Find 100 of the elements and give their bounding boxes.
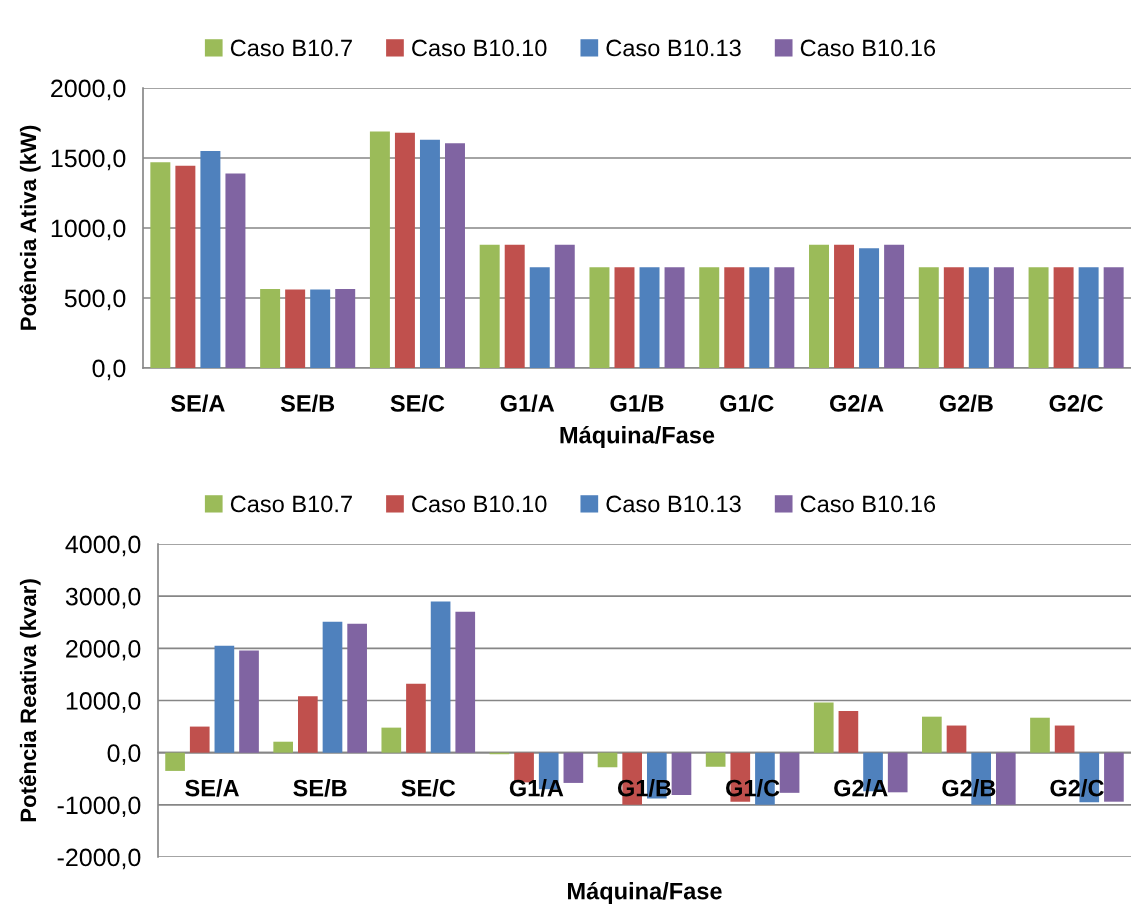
legend-label: Caso B10.7 [230,495,352,513]
bar [260,288,281,368]
y-tick-label: 0,0 [107,744,141,765]
bar [239,650,259,753]
bar [455,611,476,753]
y-tick-label: 1000,0 [51,219,126,241]
bar [774,267,795,368]
bar [406,683,426,753]
legend-label: Caso B10.10 [412,495,547,513]
y-tick-label: 4000,0 [65,535,141,557]
y-tick-label: 1500,0 [51,149,126,171]
x-tick-label: G2/C [1049,394,1104,412]
bar [779,752,800,793]
bar [445,143,465,368]
bar [322,621,343,753]
bar [175,165,196,368]
x-tick-label: SE/C [401,779,456,797]
bar [1054,725,1075,753]
legend-label: Caso B10.13 [606,495,741,513]
x-tick-label: SE/C [390,394,445,412]
bar [589,267,610,368]
bar [1078,267,1099,368]
x-axis-title: Máquina/Fase [568,881,722,905]
x-tick-label: G2/A [829,394,884,412]
bar [946,725,967,753]
x-tick-label: G1/A [509,779,564,797]
x-tick-label: SE/A [171,394,225,412]
bar [1053,267,1074,368]
bar [165,752,185,771]
y-tick-label: 2000,0 [51,79,126,101]
bar [859,248,880,368]
bar [1028,267,1049,368]
bar [430,601,451,753]
y-tick-label: 1000,0 [66,692,141,713]
bar [189,726,210,753]
bar [671,752,692,795]
bar [597,752,618,768]
bar [200,151,221,368]
bar [225,173,246,368]
bar [1103,267,1124,368]
bar [347,623,367,753]
bar [310,289,331,368]
x-tick-label: SE/B [280,394,335,412]
bar [381,727,402,753]
legend-label: Caso B10.7 [230,39,352,57]
bar [614,267,635,368]
x-tick-label: G1/A [500,394,555,412]
y-tick-label: 3000,0 [65,587,141,609]
x-tick-label: G2/B [939,394,993,412]
bar [724,267,745,368]
x-tick-label: G2/A [834,779,888,797]
bar [995,752,1016,805]
legend-label: Caso B10.10 [412,39,547,57]
bar [887,752,908,793]
bar [639,267,660,368]
bar [943,267,964,368]
x-tick-label: G1/C [726,779,780,797]
bar [705,752,726,767]
bar [699,267,720,368]
bar [1104,752,1124,802]
bar [968,267,989,368]
y-tick-label: 2000,0 [66,639,141,661]
legend-label: Caso B10.16 [800,39,936,57]
bar [479,244,500,368]
x-tick-label: G1/B [617,779,671,797]
bar [809,244,829,368]
bar [150,162,171,368]
bar [529,267,550,368]
bar [369,131,390,368]
bar [504,244,525,368]
bar [813,702,834,753]
bar [563,752,584,783]
y-axis-title: Potência Ativa (kW) [19,125,41,330]
bar [1030,717,1050,753]
x-axis-title: Máquina/Fase [560,425,715,449]
bar [664,267,685,368]
x-tick-label: SE/B [293,779,347,797]
bar [918,267,939,368]
y-tick-label: -2000,0 [57,848,141,870]
x-tick-label: SE/A [185,779,239,797]
bar [298,696,318,753]
bar [335,288,356,368]
x-tick-label: G1/C [720,394,774,412]
bar [554,244,575,368]
y-axis-title: Potência Reativa (kvar) [19,579,41,822]
legend-label: Caso B10.13 [606,39,741,57]
bar [838,710,859,753]
bar [394,132,415,368]
y-tick-label: 0,0 [92,359,126,381]
bar [285,289,306,368]
legend-label: Caso B10.16 [800,495,936,513]
x-tick-label: G1/B [610,394,664,412]
bar [834,244,855,368]
bar [922,716,942,753]
bar [749,267,770,368]
bar [273,741,294,753]
bar [419,139,440,368]
y-tick-label: -1000,0 [57,796,141,818]
bar [884,244,905,368]
y-tick-label: 500,0 [64,289,126,311]
